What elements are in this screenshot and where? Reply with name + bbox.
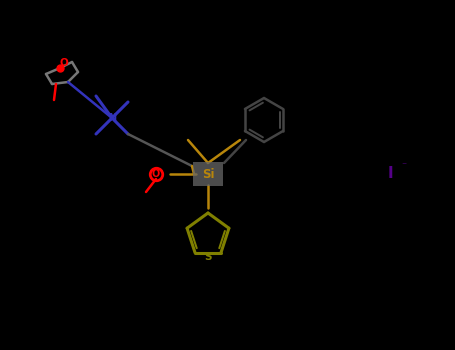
Text: O: O (152, 169, 160, 179)
Text: Si: Si (202, 168, 214, 181)
Text: ⁻: ⁻ (401, 161, 407, 171)
Text: N: N (108, 113, 116, 123)
Text: S: S (204, 252, 212, 262)
Text: I: I (387, 167, 393, 182)
Text: O: O (60, 58, 68, 68)
FancyBboxPatch shape (193, 162, 223, 186)
